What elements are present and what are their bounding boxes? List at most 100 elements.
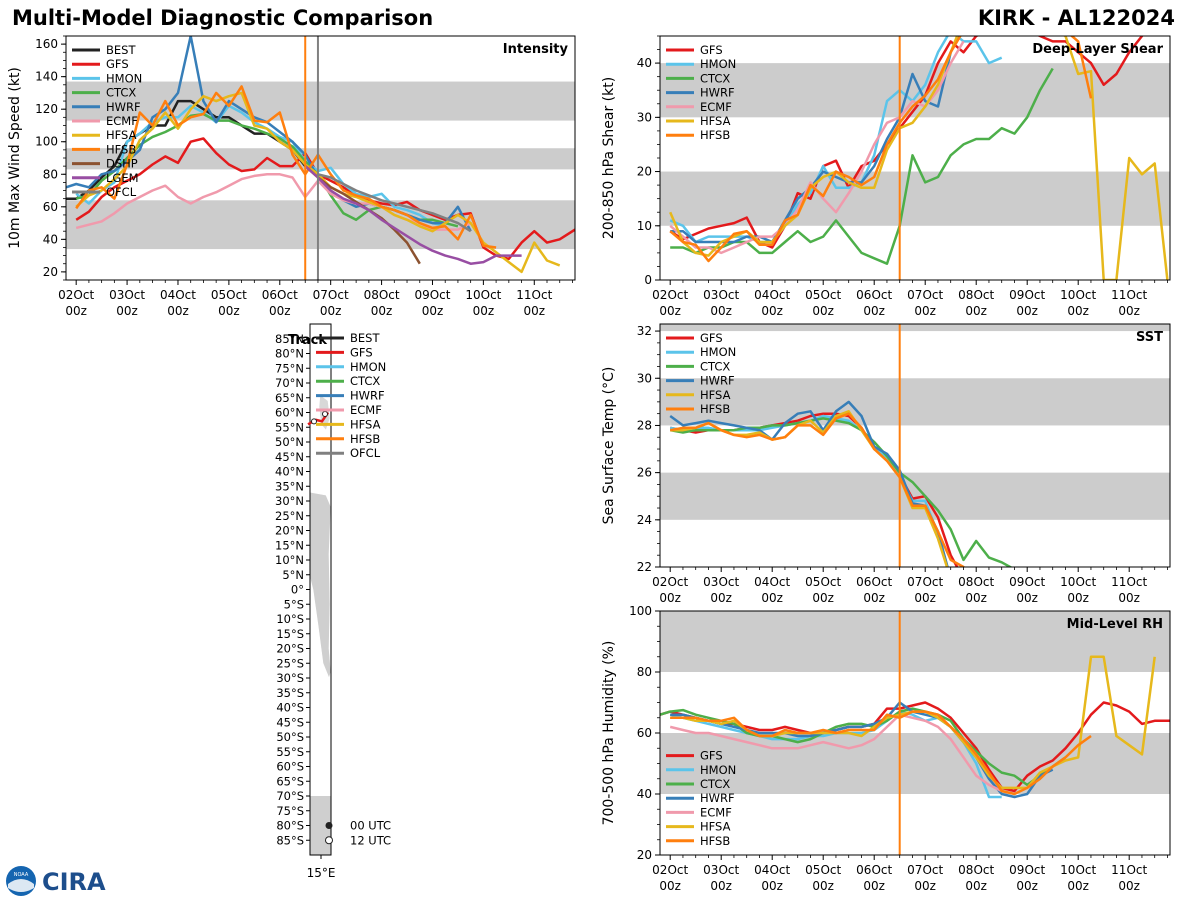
shear-xtick-sublabel: 00z xyxy=(1016,304,1038,318)
sst-xtick-label: 04Oct xyxy=(754,575,790,589)
shear-ytick-label: 0 xyxy=(644,273,652,287)
sst-band-0 xyxy=(660,472,1170,520)
shear-band-0 xyxy=(660,171,1170,226)
rh-band-1 xyxy=(660,611,1170,672)
track-lat-label: 5°S xyxy=(284,597,304,611)
shear-xtick-label: 09Oct xyxy=(1009,288,1045,302)
intensity-xtick-sublabel: 00z xyxy=(422,304,444,318)
track-lat-label: 45°N xyxy=(275,450,304,464)
shear-legend-hmon: HMON xyxy=(700,57,736,71)
sst-xtick-sublabel: 00z xyxy=(761,591,783,605)
sst-xtick-sublabel: 00z xyxy=(812,591,834,605)
shear-legend-hfsb: HFSB xyxy=(700,128,730,142)
track-lat-label: 55°S xyxy=(276,745,304,759)
sst-legend-hfsb: HFSB xyxy=(700,402,730,416)
sst-ytick-label: 30 xyxy=(637,371,652,385)
intensity-xtick-sublabel: 00z xyxy=(269,304,291,318)
sst-title: SST xyxy=(1136,330,1163,345)
track-lat-label: 30°S xyxy=(276,671,304,685)
shear-ytick-label: 40 xyxy=(637,56,652,70)
sst-legend-gfs: GFS xyxy=(700,331,723,345)
shear-xtick-label: 02Oct xyxy=(652,288,688,302)
intensity-legend-ofcl: OFCL xyxy=(106,185,137,199)
intensity-xtick-sublabel: 00z xyxy=(116,304,138,318)
track-lat-label: 70°N xyxy=(275,376,304,390)
sst-band-1 xyxy=(660,378,1170,426)
track-lat-label: 60°N xyxy=(275,406,304,420)
rh-ytick-label: 20 xyxy=(637,848,652,862)
intensity-ytick-label: 160 xyxy=(35,37,58,51)
rh-xtick-label: 10Oct xyxy=(1060,863,1096,877)
sst-xtick-label: 08Oct xyxy=(958,575,994,589)
sst-ylabel: Sea Surface Temp (°C) xyxy=(601,367,617,525)
shear-xtick-label: 04Oct xyxy=(754,288,790,302)
shear-legend-ctcx: CTCX xyxy=(700,71,730,85)
track-legend-hwrf: HWRF xyxy=(350,389,385,403)
track-fix-marker xyxy=(311,418,317,425)
noaa-badge-text: NOAA xyxy=(14,872,29,878)
rh-xtick-label: 09Oct xyxy=(1009,863,1045,877)
rh-xtick-label: 02Oct xyxy=(652,863,688,877)
track-lat-label: 25°N xyxy=(275,509,304,523)
intensity-xtick-label: 10Oct xyxy=(465,288,501,302)
intensity-xtick-label: 07Oct xyxy=(313,288,349,302)
track-lat-label: 15°N xyxy=(275,538,304,552)
sst-xtick-sublabel: 00z xyxy=(1067,591,1089,605)
sst-series-hfsb xyxy=(669,412,966,567)
intensity-ytick-label: 20 xyxy=(43,265,58,279)
sst-xtick-sublabel: 00z xyxy=(914,591,936,605)
rh-xtick-label: 08Oct xyxy=(958,863,994,877)
intensity-xtick-sublabel: 00z xyxy=(65,304,87,318)
rh-series-hwrf xyxy=(670,701,1054,799)
intensity-legend-lgem: LGEM xyxy=(106,171,139,185)
track-lat-label: 65°N xyxy=(275,391,304,405)
track-lat-label: 30°N xyxy=(275,494,304,508)
track-fix-marker xyxy=(322,410,328,417)
rh-legend-hmon: HMON xyxy=(700,763,736,777)
intensity-series-gfs xyxy=(75,137,575,261)
intensity-xtick-label: 06Oct xyxy=(262,288,298,302)
track-lat-label: 85°S xyxy=(276,833,304,847)
sst-xtick-label: 07Oct xyxy=(907,575,943,589)
track-lat-label: 20°S xyxy=(276,642,304,656)
intensity-legend-hfsb: HFSB xyxy=(106,142,136,156)
track-lat-label: 80°S xyxy=(276,819,304,833)
track-lat-label: 65°S xyxy=(276,774,304,788)
intensity-xtick-label: 05Oct xyxy=(211,288,247,302)
track-lat-label: 40°N xyxy=(275,465,304,479)
intensity-legend-best: BEST xyxy=(106,43,136,57)
sst-legend-hmon: HMON xyxy=(700,345,736,359)
intensity-legend-hwrf: HWRF xyxy=(106,100,141,114)
rh-legend-hfsa: HFSA xyxy=(700,820,731,834)
track-lat-label: 35°S xyxy=(276,686,304,700)
shear-xtick-sublabel: 00z xyxy=(812,304,834,318)
track-lat-label: 25°S xyxy=(276,656,304,670)
rh-ytick-label: 80 xyxy=(637,665,652,679)
shear-series-hfsb xyxy=(669,36,1093,263)
rh-xtick-sublabel: 00z xyxy=(761,879,783,893)
track-lat-label: 10°S xyxy=(276,612,304,626)
track-legend-hfsa: HFSA xyxy=(350,417,381,431)
track-legend-best: BEST xyxy=(350,331,380,345)
shear-legend-ecmf: ECMF xyxy=(700,100,732,114)
rh-xtick-sublabel: 00z xyxy=(1016,879,1038,893)
shear-legend-gfs: GFS xyxy=(700,43,723,57)
intensity-band-0 xyxy=(66,200,575,250)
shear-ytick-label: 20 xyxy=(637,165,652,179)
sst-xtick-sublabel: 00z xyxy=(659,591,681,605)
track-marker-label-00utc: 00 UTC xyxy=(350,819,391,833)
storm-id: KIRK - AL122024 xyxy=(977,6,1175,30)
track-marker-label-12utc: 12 UTC xyxy=(350,833,391,847)
shear-legend-hwrf: HWRF xyxy=(700,86,735,100)
rh-legend-gfs: GFS xyxy=(700,749,723,763)
intensity-xtick-label: 11Oct xyxy=(516,288,552,302)
track-marker-12utc xyxy=(325,836,333,845)
shear-ylabel: 200-850 hPa Shear (kt) xyxy=(601,77,617,239)
track-lat-label: 55°N xyxy=(275,420,304,434)
sst-ytick-label: 22 xyxy=(637,560,652,574)
shear-xtick-label: 10Oct xyxy=(1060,288,1096,302)
shear-xtick-label: 08Oct xyxy=(958,288,994,302)
